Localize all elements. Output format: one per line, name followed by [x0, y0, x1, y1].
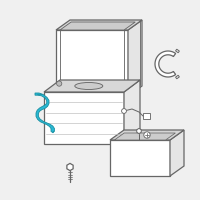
Polygon shape [35, 93, 54, 133]
Polygon shape [143, 113, 150, 119]
Polygon shape [44, 92, 124, 144]
Polygon shape [155, 51, 176, 77]
Polygon shape [128, 20, 142, 96]
Polygon shape [124, 80, 140, 144]
Polygon shape [44, 80, 140, 92]
Ellipse shape [75, 82, 103, 89]
Polygon shape [60, 22, 135, 30]
Circle shape [122, 109, 126, 113]
Circle shape [144, 132, 150, 138]
Polygon shape [110, 140, 170, 176]
Circle shape [57, 81, 62, 86]
Polygon shape [137, 128, 141, 134]
Polygon shape [176, 75, 179, 79]
Polygon shape [56, 30, 128, 96]
Polygon shape [114, 133, 175, 140]
Polygon shape [110, 130, 184, 140]
Polygon shape [170, 130, 184, 176]
Polygon shape [176, 49, 179, 53]
Polygon shape [67, 163, 73, 171]
Polygon shape [56, 20, 142, 30]
